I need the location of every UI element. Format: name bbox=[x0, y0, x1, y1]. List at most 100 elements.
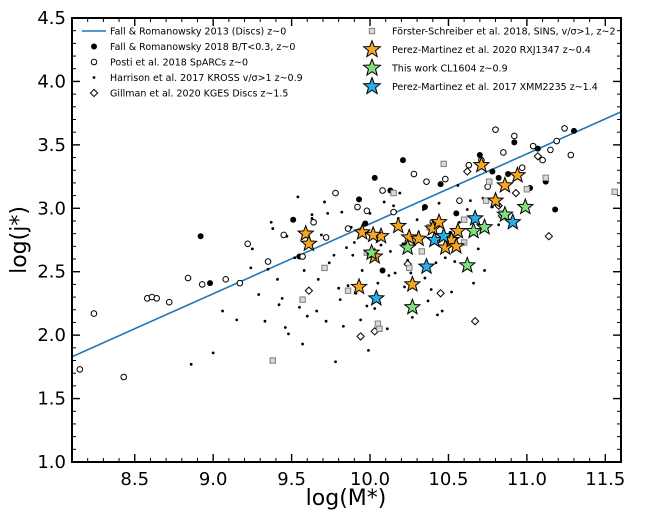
legend-entry: Perez-Martinez et al. 2020 RXJ1347 z~0.4 bbox=[362, 39, 591, 58]
data-point bbox=[271, 227, 275, 230]
data-point bbox=[324, 319, 328, 323]
data-point bbox=[403, 285, 406, 289]
data-point bbox=[534, 145, 541, 152]
data-point bbox=[299, 296, 306, 303]
data-point bbox=[197, 233, 204, 240]
data-point bbox=[322, 234, 330, 241]
data-point bbox=[364, 225, 383, 243]
data-point bbox=[382, 200, 386, 204]
data-point bbox=[387, 274, 391, 277]
data-point bbox=[337, 286, 341, 290]
legend-swatch bbox=[362, 57, 382, 77]
data-point bbox=[409, 229, 428, 247]
data-point bbox=[553, 137, 560, 145]
data-point bbox=[434, 261, 438, 265]
legend-entry: Posti et al. 2018 SpARCs z~0 bbox=[90, 58, 248, 69]
data-point bbox=[264, 258, 272, 265]
legend-swatch bbox=[91, 43, 97, 50]
data-point bbox=[442, 175, 449, 183]
x-axis-label: log(M*) bbox=[306, 486, 387, 511]
data-point bbox=[460, 216, 468, 223]
data-point bbox=[542, 174, 549, 182]
data-point bbox=[316, 277, 320, 281]
data-point bbox=[367, 288, 386, 306]
data-point bbox=[305, 314, 309, 318]
data-point bbox=[346, 284, 350, 288]
data-point bbox=[293, 256, 297, 260]
data-point bbox=[304, 286, 314, 296]
data-point bbox=[277, 303, 281, 307]
x-tick-label: 8.5 bbox=[120, 469, 149, 490]
legend-label: Perez-Martinez et al. 2017 XMM2235 z~1.4 bbox=[392, 82, 598, 93]
legend-entry: Fall & Romanowsky 2013 (Discs) z~0 bbox=[82, 27, 286, 38]
data-point bbox=[302, 269, 306, 272]
data-point bbox=[415, 218, 419, 222]
data-point bbox=[310, 213, 314, 217]
data-point bbox=[392, 204, 395, 208]
legend-entry: Förster-Schreiber et al. 2018, SINS, v/σ… bbox=[368, 27, 616, 38]
data-point bbox=[299, 234, 318, 252]
data-point bbox=[310, 217, 314, 220]
data-point bbox=[417, 257, 436, 275]
data-point bbox=[385, 327, 389, 331]
data-point bbox=[276, 277, 279, 281]
data-point bbox=[472, 281, 475, 285]
data-point bbox=[469, 199, 472, 203]
data-point bbox=[76, 366, 84, 373]
data-point bbox=[523, 186, 531, 193]
legend-label: Förster-Schreiber et al. 2018, SINS, v/σ… bbox=[392, 27, 616, 38]
data-point bbox=[389, 250, 392, 253]
data-point bbox=[360, 269, 364, 272]
data-point bbox=[266, 267, 270, 271]
data-point bbox=[450, 290, 453, 294]
data-point bbox=[448, 221, 467, 239]
data-point bbox=[368, 211, 372, 215]
data-point bbox=[465, 161, 473, 169]
data-point bbox=[447, 236, 466, 254]
data-point bbox=[476, 247, 480, 251]
data-point bbox=[332, 189, 339, 197]
data-point bbox=[250, 247, 254, 251]
data-point bbox=[211, 351, 215, 355]
data-point bbox=[165, 298, 173, 306]
data-point bbox=[359, 318, 363, 322]
data-point bbox=[503, 212, 522, 230]
data-point bbox=[310, 218, 317, 226]
data-point bbox=[465, 208, 469, 211]
legend-swatch bbox=[92, 76, 96, 79]
data-point bbox=[508, 165, 527, 183]
data-point bbox=[338, 298, 342, 302]
legend: Fall & Romanowsky 2013 (Discs) z~0 Fall &… bbox=[82, 27, 616, 100]
data-point bbox=[443, 256, 447, 260]
data-point bbox=[371, 174, 378, 181]
data-point bbox=[283, 326, 287, 329]
data-point bbox=[353, 222, 372, 240]
data-point bbox=[351, 253, 355, 257]
data-point bbox=[184, 274, 192, 282]
data-point bbox=[299, 253, 306, 260]
data-point bbox=[367, 348, 370, 352]
data-point bbox=[287, 332, 290, 336]
data-point bbox=[373, 307, 377, 310]
data-point bbox=[320, 233, 323, 237]
data-point bbox=[189, 362, 193, 366]
data-point bbox=[298, 305, 301, 309]
legend-swatch bbox=[89, 88, 99, 98]
data-point bbox=[511, 188, 521, 198]
y-tick-label: 4.0 bbox=[37, 71, 66, 92]
y-tick-label: 4.5 bbox=[37, 8, 66, 29]
data-point bbox=[235, 318, 239, 322]
y-tick-label: 1.5 bbox=[37, 389, 66, 410]
data-point bbox=[567, 151, 575, 159]
data-point bbox=[341, 324, 345, 328]
data-point bbox=[430, 212, 448, 230]
data-point bbox=[437, 201, 441, 205]
data-point bbox=[464, 221, 483, 239]
relation-line-layer bbox=[72, 111, 621, 358]
data-point bbox=[390, 189, 397, 197]
data-point bbox=[410, 315, 414, 319]
data-point bbox=[269, 357, 276, 364]
data-point bbox=[552, 206, 559, 213]
data-point bbox=[486, 178, 493, 185]
